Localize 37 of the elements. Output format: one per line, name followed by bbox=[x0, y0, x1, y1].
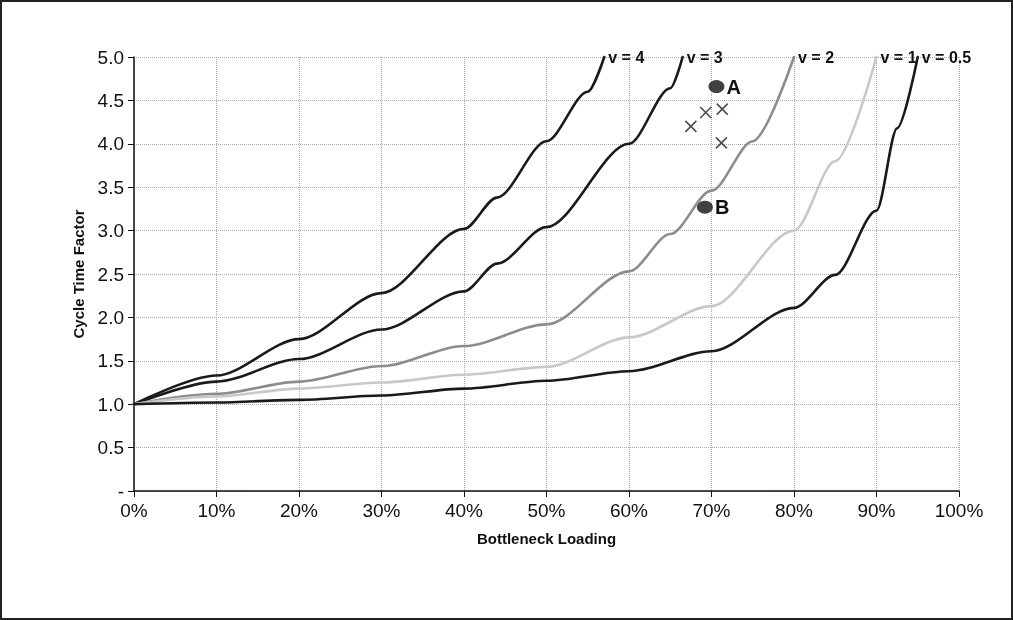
x-tick-label: 60% bbox=[609, 500, 649, 521]
x-tick-label: 30% bbox=[362, 500, 401, 521]
y-tick-label: 3.0 bbox=[97, 220, 124, 242]
y-tick-label: 4.0 bbox=[97, 133, 124, 155]
y-tick-label: 1.0 bbox=[97, 393, 124, 415]
y-tick-label: 5.0 bbox=[97, 46, 124, 68]
y-axis-title: Cycle Time Factor bbox=[70, 209, 87, 339]
series-label: v = 1 bbox=[880, 48, 917, 66]
point bbox=[684, 120, 698, 133]
x-tick-label: 90% bbox=[857, 500, 896, 521]
x-tick-label: 40% bbox=[444, 500, 484, 521]
y-tick-label: 4.5 bbox=[97, 89, 124, 111]
series-label: v = 0.5 bbox=[921, 48, 972, 66]
x-tick-label: 20% bbox=[279, 500, 319, 521]
x-tick-label: 10% bbox=[197, 500, 236, 521]
x-tick-label: 80% bbox=[774, 500, 814, 521]
x-tick-label: 0% bbox=[120, 500, 148, 521]
x-tick-label: 100% bbox=[934, 500, 984, 521]
y-tick-label: 3.5 bbox=[97, 176, 124, 198]
point bbox=[715, 102, 729, 116]
point bbox=[708, 80, 725, 94]
point bbox=[696, 200, 713, 214]
y-tick-label: 0.5 bbox=[97, 437, 124, 459]
series-label: v = 3 bbox=[686, 48, 723, 66]
y-tick-label: 2.0 bbox=[97, 306, 124, 328]
y-tick-label: - bbox=[117, 480, 124, 502]
y-tick-label: 1.5 bbox=[97, 350, 124, 372]
x-tick-label: 50% bbox=[527, 500, 566, 521]
annotation: A bbox=[726, 75, 741, 98]
series-label: v = 4 bbox=[608, 48, 645, 66]
x-axis-title: Bottleneck Loading bbox=[476, 530, 617, 547]
point bbox=[715, 136, 728, 150]
y-tick-label: 2.5 bbox=[97, 263, 124, 285]
annotation: B bbox=[714, 196, 730, 219]
x-tick-label: 70% bbox=[692, 500, 731, 521]
series-label: v = 2 bbox=[798, 48, 835, 66]
point bbox=[699, 106, 713, 119]
